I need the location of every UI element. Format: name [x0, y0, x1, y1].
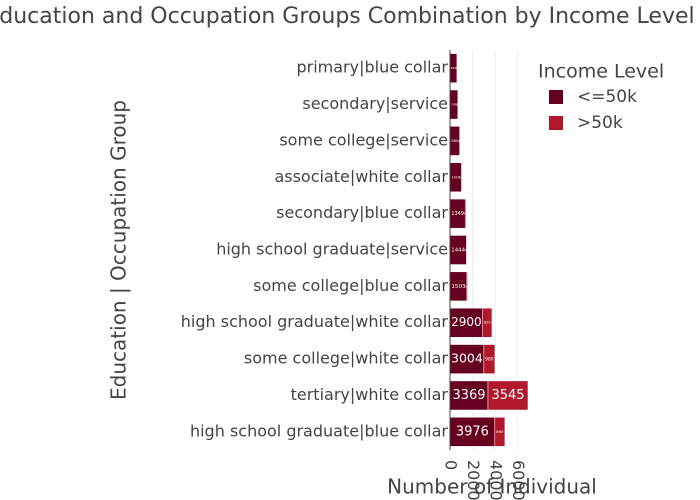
value-label: 60	[465, 248, 469, 252]
value-label: 60	[465, 284, 469, 288]
value-label: 40	[458, 139, 462, 143]
value-label: 90	[464, 212, 468, 216]
value-label: 890	[496, 429, 504, 434]
y-tick-label: secondary|service	[302, 94, 448, 113]
value-label: 1503	[451, 284, 466, 290]
value-label: 3004	[451, 351, 483, 366]
value-label: 860	[451, 139, 459, 143]
legend-title: Income Level	[538, 61, 664, 83]
value-label: 700	[451, 103, 457, 107]
legend-swatch	[549, 90, 563, 104]
value-label: 620	[451, 66, 457, 70]
legend-swatch	[549, 116, 563, 130]
value-label: 2900	[451, 315, 482, 329]
bar-segment	[482, 307, 493, 338]
x-tick-label: 4000	[487, 460, 506, 500]
bar-segment	[464, 198, 467, 229]
y-tick-label: high school graduate|white collar	[181, 312, 449, 331]
y-tick-label: some college|service	[279, 130, 448, 149]
y-tick-label: high school graduate|service	[216, 240, 448, 259]
value-label: 1018	[451, 175, 460, 179]
y-axis-label: Education | Occupation Group	[107, 100, 131, 400]
value-label: 30	[456, 103, 460, 107]
bar-segment	[483, 344, 496, 374]
y-tick-label: some college|blue collar	[253, 276, 448, 295]
value-label: 1444	[451, 248, 465, 254]
bar-segment	[466, 271, 468, 302]
bar-segment	[494, 417, 506, 447]
value-label: 20	[455, 66, 459, 70]
bar-segment	[449, 307, 483, 338]
y-tick-label: high school graduate|blue collar	[190, 421, 448, 440]
legend-label: >50k	[577, 113, 623, 133]
x-tick-label: 2000	[464, 460, 483, 500]
y-tick-label: primary|blue collar	[296, 58, 448, 77]
value-label: 3545	[491, 388, 524, 403]
x-tick-label: 6000	[509, 460, 528, 500]
legend-label: <=50k	[577, 87, 637, 107]
x-axis-label: Number of Individual	[387, 475, 597, 499]
y-tick-label: some college|white collar	[244, 349, 449, 368]
y-tick-label: tertiary|white collar	[291, 385, 449, 404]
y-tick-label: associate|white collar	[274, 167, 448, 186]
value-label: 1349	[451, 211, 463, 217]
value-label: 820	[484, 321, 490, 325]
bar-segment	[466, 235, 468, 265]
bar-segment	[461, 162, 463, 193]
chart-title: Education and Occupation Groups Combinat…	[0, 4, 695, 29]
bar-segment	[449, 380, 489, 411]
x-tick-label: 0	[442, 460, 461, 470]
value-label: 980	[485, 357, 493, 363]
value-label: 3369	[452, 388, 485, 403]
bar-segment	[487, 380, 529, 411]
value-label: 3976	[456, 424, 489, 439]
value-label: 50	[460, 175, 464, 179]
y-tick-label: secondary|blue collar	[276, 203, 448, 222]
